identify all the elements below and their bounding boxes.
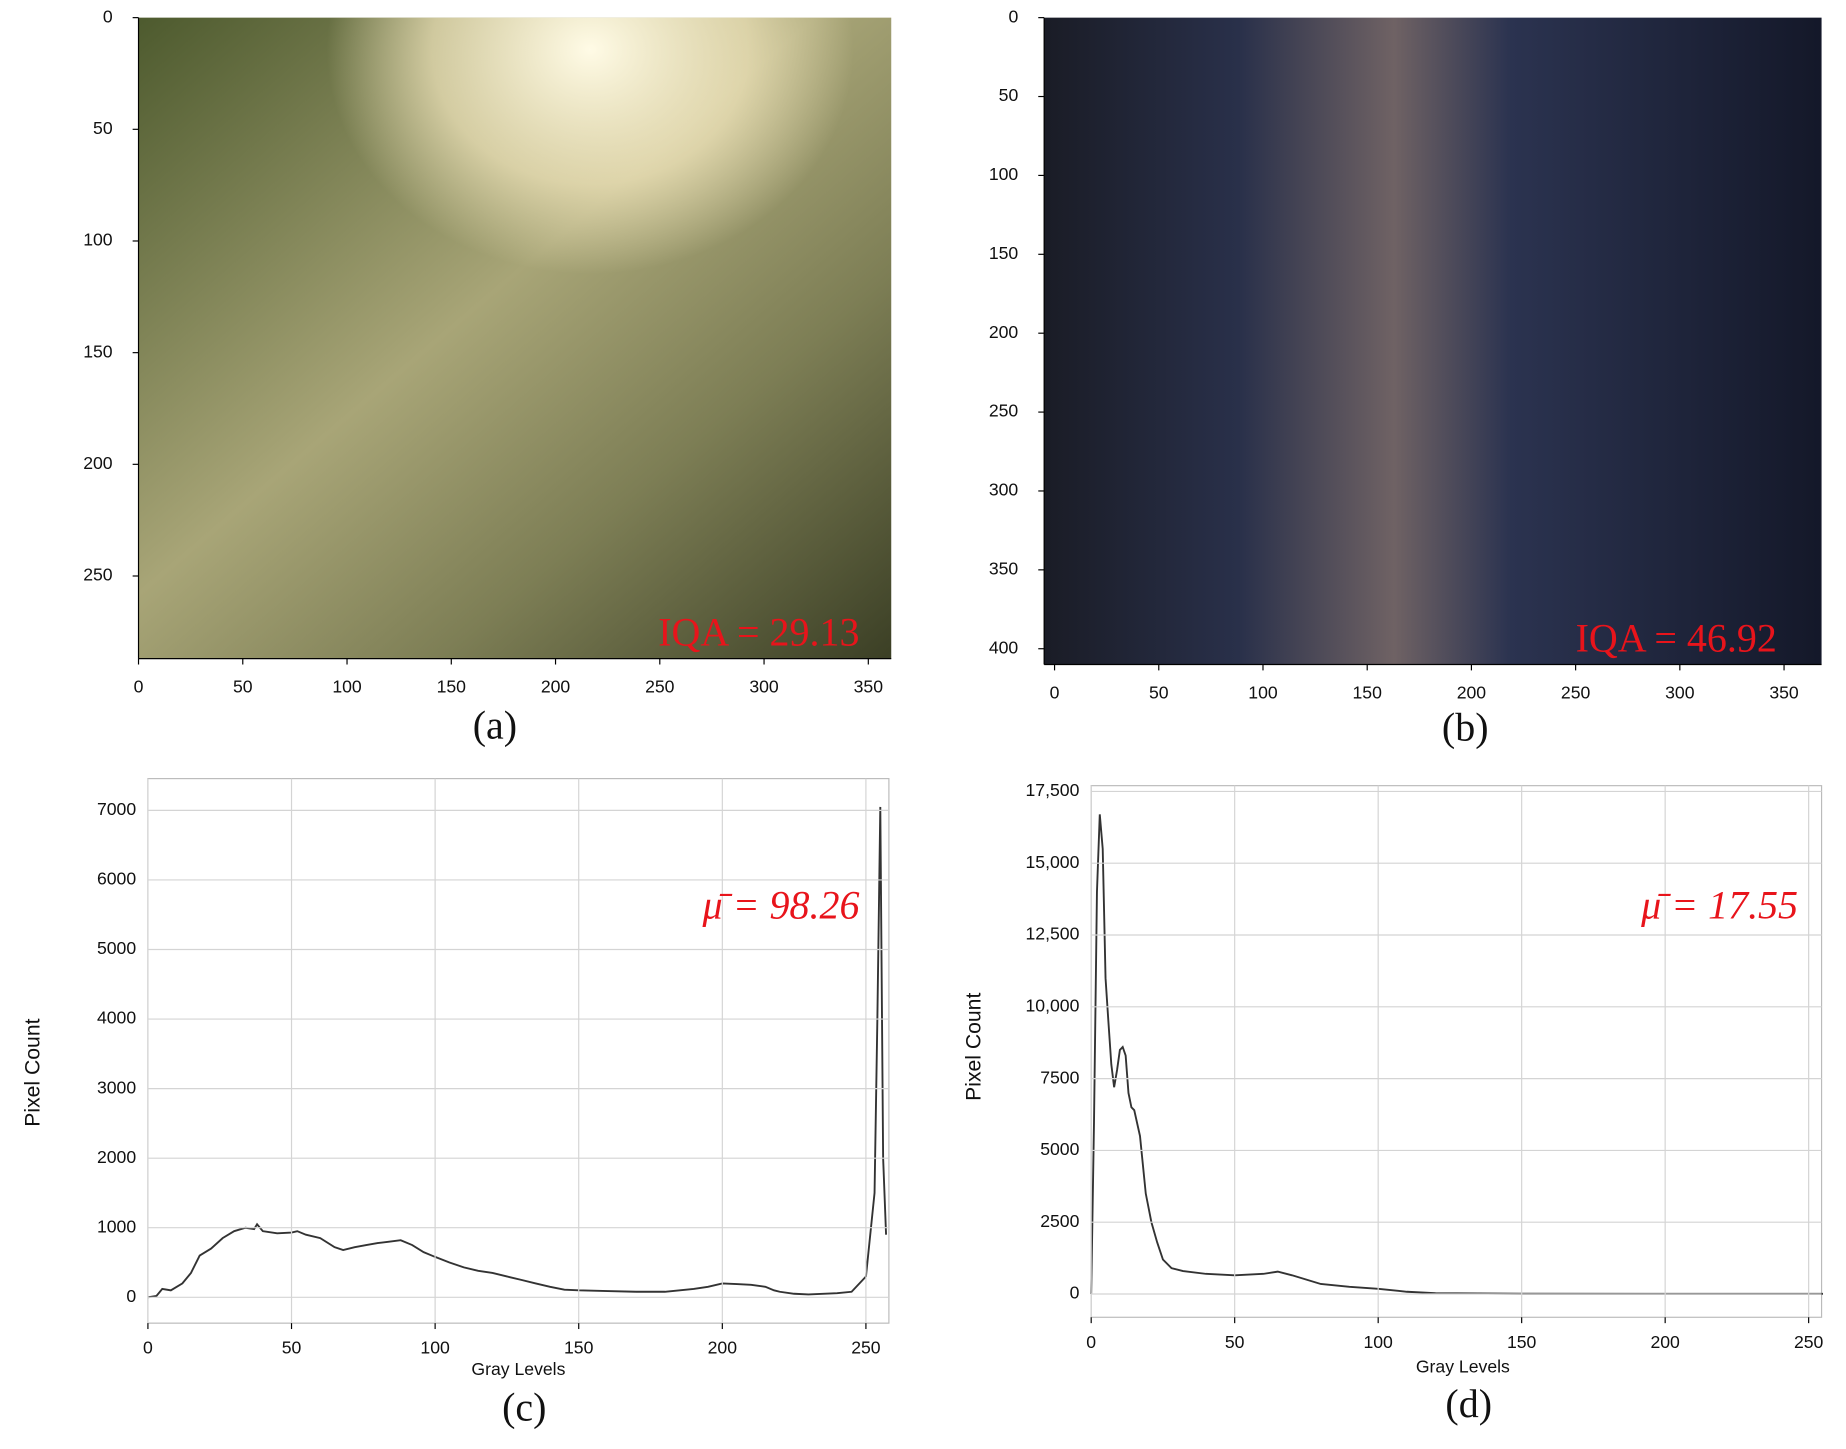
y-tick-label: 250 (83, 565, 113, 585)
x-tick-label: 250 (1794, 1332, 1824, 1352)
annotation: IQA = 29.13 (658, 609, 859, 654)
y-tick-label: 15,000 (1026, 852, 1080, 872)
y-axis-label: Pixel Count (962, 993, 985, 1101)
x-tick-label: 0 (134, 677, 144, 697)
x-tick-label: 0 (143, 1338, 153, 1358)
x-tick-label: 150 (437, 677, 467, 697)
caption: (b) (1442, 705, 1489, 750)
x-tick-label: 100 (1248, 683, 1278, 703)
y-tick-label: 0 (103, 6, 113, 26)
x-tick-label: 300 (749, 677, 779, 697)
x-tick-label: 100 (1363, 1332, 1393, 1352)
y-tick-label: 150 (83, 341, 113, 361)
x-tick-label: 50 (233, 677, 253, 697)
x-tick-label: 350 (1769, 683, 1799, 703)
y-tick-label: 7000 (97, 799, 136, 819)
caption: (d) (1445, 1381, 1492, 1426)
caption: (c) (502, 1385, 546, 1430)
x-tick-label: 50 (1149, 683, 1169, 703)
y-tick-label: 5000 (1040, 1139, 1079, 1159)
y-tick-label: 2500 (1040, 1211, 1079, 1231)
y-tick-label: 0 (126, 1286, 136, 1306)
x-tick-label: 200 (541, 677, 571, 697)
y-tick-label: 17,500 (1026, 780, 1080, 800)
y-tick-label: 4000 (97, 1008, 136, 1028)
y-tick-label: 250 (989, 401, 1019, 421)
y-tick-label: 2000 (97, 1147, 136, 1167)
y-axis-label: Pixel Count (21, 1018, 44, 1126)
y-tick-label: 100 (83, 230, 113, 250)
x-tick-label: 250 (645, 677, 675, 697)
y-tick-label: 7500 (1040, 1067, 1079, 1087)
x-tick-label: 100 (420, 1338, 450, 1358)
x-tick-label: 200 (1650, 1332, 1680, 1352)
y-tick-label: 5000 (97, 938, 136, 958)
x-tick-label: 50 (282, 1338, 302, 1358)
y-tick-label: 50 (999, 85, 1019, 105)
x-tick-label: 200 (1457, 683, 1487, 703)
y-tick-label: 150 (989, 243, 1019, 263)
y-tick-label: 0 (1070, 1283, 1080, 1303)
histogram-line (147, 806, 888, 1299)
x-tick-label: 0 (1050, 683, 1060, 703)
y-tick-label: 400 (989, 637, 1019, 657)
x-tick-label: 250 (851, 1338, 881, 1358)
y-tick-label: 10,000 (1026, 995, 1080, 1015)
x-tick-label: 300 (1665, 683, 1695, 703)
y-tick-label: 6000 (97, 869, 136, 889)
y-tick-label: 200 (83, 453, 113, 473)
x-tick-label: 200 (708, 1338, 738, 1358)
histogram-line (1090, 814, 1823, 1295)
x-tick-label: 150 (1352, 683, 1382, 703)
x-axis-label: Gray Levels (471, 1359, 565, 1379)
annotation: μ̄ = 98.26 (702, 882, 860, 927)
image-highlight (138, 17, 892, 659)
x-tick-label: 150 (1507, 1332, 1537, 1352)
y-tick-label: 50 (93, 118, 113, 138)
y-tick-label: 350 (989, 559, 1019, 579)
y-tick-label: 12,500 (1026, 924, 1080, 944)
annotation: μ̄ = 17.55 (1640, 882, 1798, 927)
y-tick-label: 200 (989, 322, 1019, 342)
x-axis-label: Gray Levels (1416, 1357, 1510, 1377)
y-tick-label: 1000 (97, 1216, 136, 1236)
image (1044, 17, 1822, 665)
annotation: IQA = 46.92 (1576, 615, 1777, 660)
x-tick-label: 0 (1086, 1332, 1096, 1352)
caption: (a) (473, 702, 517, 747)
plot-frame (1090, 785, 1823, 1318)
plot-frame (147, 778, 890, 1324)
x-tick-label: 150 (564, 1338, 594, 1358)
y-tick-label: 0 (1008, 6, 1018, 26)
x-tick-label: 350 (854, 677, 884, 697)
x-tick-label: 100 (332, 677, 362, 697)
x-tick-label: 250 (1561, 683, 1591, 703)
y-tick-label: 3000 (97, 1077, 136, 1097)
y-tick-label: 300 (989, 480, 1019, 500)
x-tick-label: 50 (1225, 1332, 1245, 1352)
y-tick-label: 100 (989, 164, 1019, 184)
